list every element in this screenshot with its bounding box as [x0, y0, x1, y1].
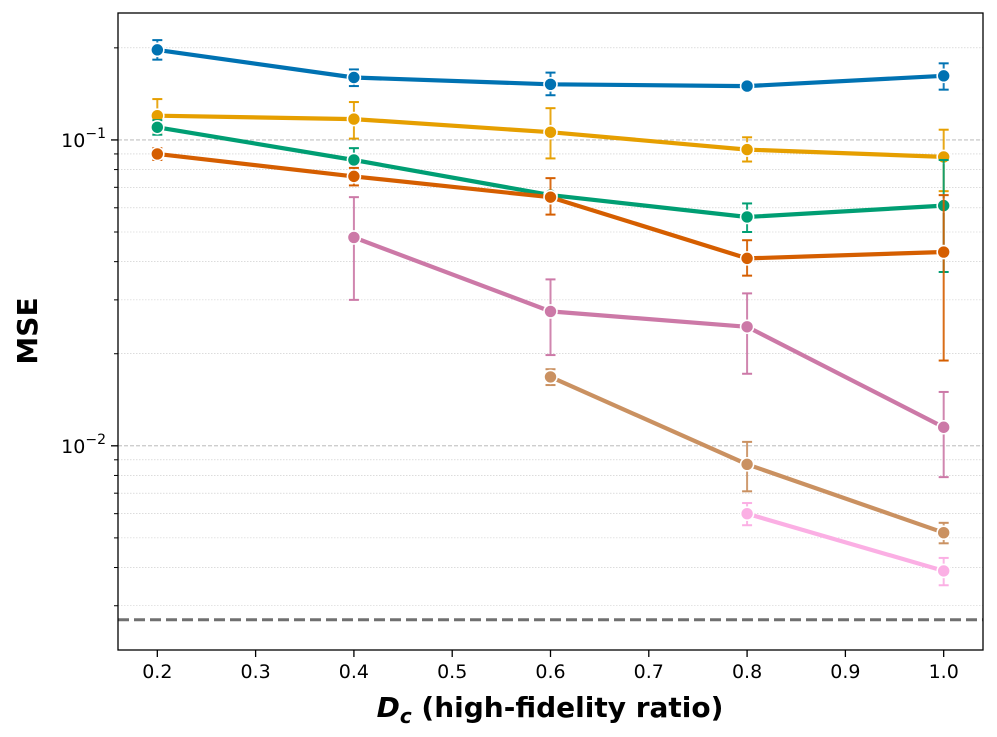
x-tick-label: 1.0: [929, 661, 959, 683]
series-5-line: [351, 235, 946, 430]
x-axis-label-text: (high-fidelity ratio): [412, 691, 724, 724]
series-2-point: [346, 111, 362, 127]
x-tick-label: 0.2: [142, 661, 172, 683]
series-7-point: [936, 563, 951, 579]
series-4-point: [936, 244, 951, 260]
x-axis-label-symbol: D: [377, 691, 400, 724]
y-tick-label: 10−1: [61, 126, 106, 152]
x-tick-label: 0.5: [437, 661, 467, 683]
y-tick-label-exponent: −2: [85, 432, 106, 448]
series-5-point: [936, 419, 951, 435]
x-tick-label: 0.4: [339, 661, 369, 683]
x-axis-label-subscript: c: [400, 704, 412, 728]
y-axis-ticks: 10−110−2: [61, 47, 118, 607]
series-5: [346, 196, 951, 479]
series-5-point: [346, 230, 362, 245]
series-7: [739, 502, 951, 587]
series-6-point: [936, 525, 951, 540]
series-4-point: [739, 251, 755, 266]
series-5-point: [739, 319, 755, 335]
series-4-point: [150, 146, 165, 162]
x-axis-label: Dc (high-fidelity ratio): [377, 691, 724, 728]
series-7-point: [739, 506, 755, 521]
x-tick-label: 0.7: [634, 661, 664, 683]
x-tick-label: 0.9: [830, 661, 860, 683]
x-tick-label: 0.3: [241, 661, 271, 683]
y-axis-label: MSE: [11, 297, 44, 364]
series-3-point: [150, 119, 165, 135]
y-tick-label-base: 10: [61, 130, 85, 152]
series-6: [543, 368, 951, 545]
x-axis-ticks: 0.2 0.3 0.4 0.5 0.6 0.7 0.8 0.9 1.0: [142, 650, 959, 683]
series-1-point: [739, 78, 755, 94]
series-1: [150, 39, 951, 97]
series-4: [150, 146, 951, 362]
series-7-line: [744, 511, 946, 574]
x-tick-label: 0.8: [732, 661, 762, 683]
series-4-point: [346, 169, 362, 184]
series-4-point: [543, 189, 558, 205]
series-1-point: [936, 68, 951, 84]
series-3-point: [346, 152, 362, 168]
series-2-point: [543, 124, 558, 140]
y-tick-label: 10−2: [61, 432, 106, 458]
series-1-point: [150, 42, 165, 58]
y-tick-label-exponent: −1: [85, 126, 106, 142]
series-6-point: [543, 369, 558, 385]
x-tick-label: 0.6: [535, 661, 565, 683]
series-2-point: [739, 142, 755, 157]
series-layer: [150, 39, 951, 587]
series-1-point: [543, 77, 558, 92]
series-1-point: [346, 70, 362, 85]
series-6-point: [739, 457, 755, 472]
y-tick-label-base: 10: [61, 436, 85, 458]
series-3-point: [739, 209, 755, 225]
series-5-point: [543, 304, 558, 319]
